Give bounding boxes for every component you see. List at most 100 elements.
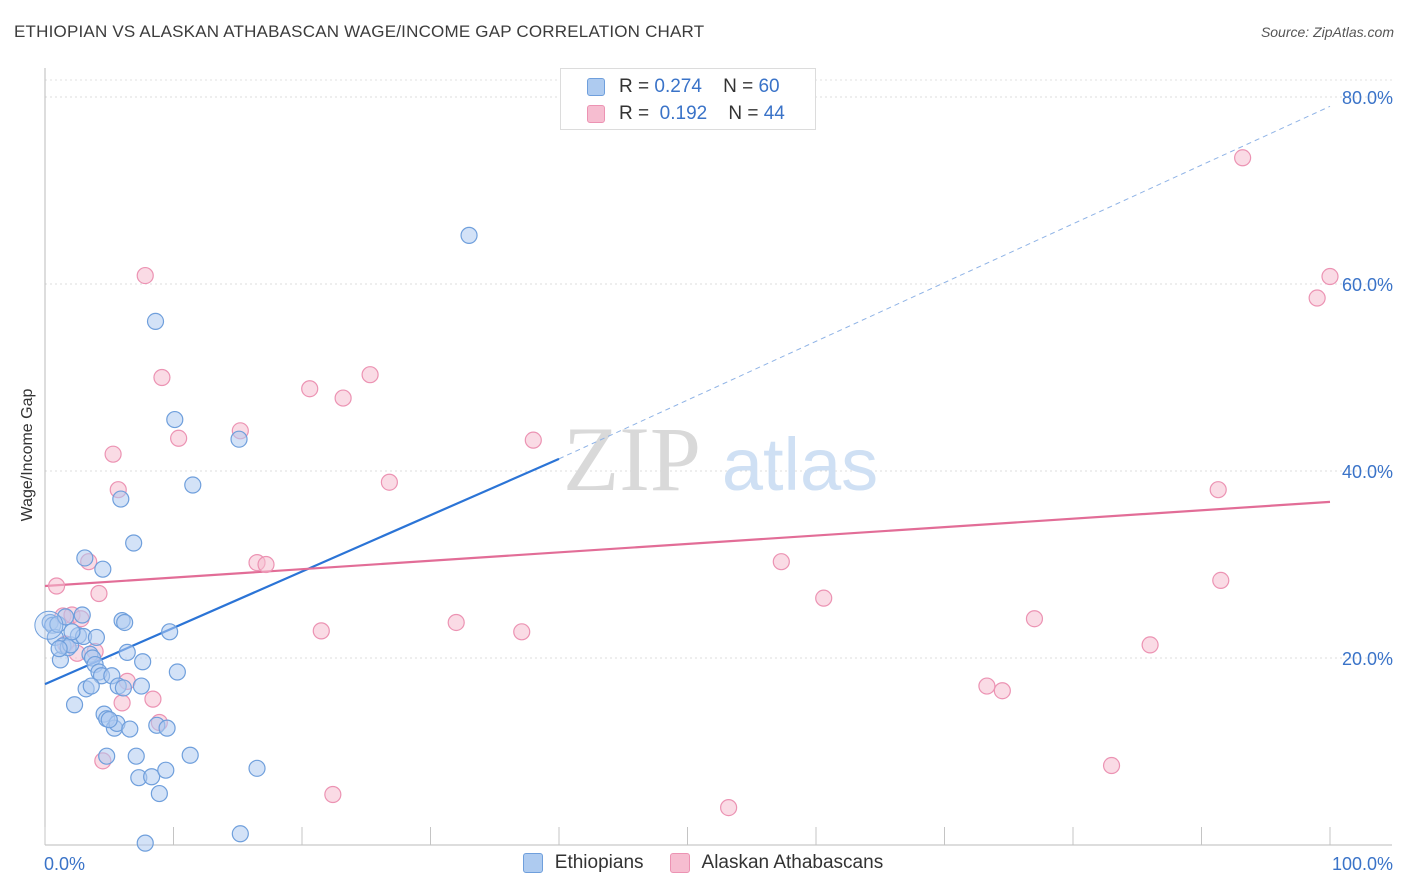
point-ethiopians [184,476,202,494]
x-tick-label: 0.0% [44,854,85,874]
legend-label-ethiopians: Ethiopians [554,852,644,873]
point-alaskan [301,380,319,398]
y-tick-label: 20.0% [1342,649,1393,669]
point-alaskan [524,431,542,449]
point-alaskan [1308,289,1326,307]
point-ethiopians [116,613,134,632]
tick-labels: 20.0% 40.0% 60.0% 80.0% 0.0% 100.0% [44,88,1393,874]
point-alaskan [1209,481,1227,499]
trend-line-ethiopians-extension [558,105,1331,460]
point-ethiopians [181,746,199,764]
alaskan-swatch [587,105,605,123]
point-alaskan [447,613,465,632]
point-ethiopians [134,653,152,671]
point-ethiopians [125,534,143,552]
point-ethiopians [118,643,136,661]
point-alaskan [1234,149,1252,167]
point-ethiopians [94,560,112,578]
point-alaskan [257,555,275,574]
point-ethiopians [98,747,116,765]
point-alaskan [361,366,379,384]
correlation-legend: R = 0.274 N = 60 R = 0.192 N = 44 [560,68,816,130]
point-ethiopians [231,825,249,843]
point-alaskan [136,266,154,285]
point-ethiopians [63,623,81,641]
point-alaskan [144,690,162,708]
point-ethiopians [112,490,130,508]
point-alaskan [312,622,330,640]
r-value-ethiopians: 0.274 [654,76,702,97]
point-alaskan [334,389,352,407]
point-alaskan [1321,267,1339,286]
point-alaskan [1102,756,1121,775]
point-alaskan [815,589,833,607]
axes [44,68,1392,846]
point-ethiopians [150,784,168,803]
point-ethiopians [87,628,106,647]
point-ethiopians [56,608,75,626]
r-value-alaskan: 0.192 [659,103,708,124]
x-tick-label: 100.0% [1332,854,1393,874]
point-ethiopians [132,677,150,695]
ethiopians-swatch [587,78,605,96]
point-alaskan [380,473,398,491]
chart-title: ETHIOPIAN VS ALASKAN ATHABASCAN WAGE/INC… [14,22,705,41]
data-points [34,149,1339,852]
n-value-ethiopians: 60 [758,76,780,97]
point-alaskan [153,368,171,387]
legend-item-alaskan: Alaskan Athabascans [669,852,884,874]
point-alaskan [720,798,738,817]
point-ethiopians [161,623,179,641]
legend-label-alaskan: Alaskan Athabascans [701,852,884,873]
n-label: N = [728,103,759,124]
source-label: Source: ZipAtlas.com [1260,24,1394,40]
point-alaskan [90,584,108,603]
point-ethiopians [230,430,248,448]
grid-lines [45,79,1392,659]
ethiopians-legend-swatch [522,853,543,873]
point-ethiopians [136,834,154,852]
watermark: ZIP atlas [563,408,878,510]
point-alaskan [772,553,790,571]
point-ethiopians [146,312,165,330]
point-alaskan [170,429,188,447]
point-alaskan [47,577,66,595]
r-label: R = [619,76,650,97]
point-ethiopians [460,226,478,244]
trend-line-alaskan [44,500,1331,588]
point-ethiopians [50,640,68,658]
point-alaskan [993,682,1011,700]
point-ethiopians [168,663,186,681]
point-ethiopians [143,768,161,786]
y-tick-label: 60.0% [1342,275,1393,295]
point-ethiopians [127,747,145,765]
point-ethiopians [76,549,94,567]
legend-item-ethiopians: Ethiopians [522,852,644,874]
r-label: R = [619,103,650,124]
point-ethiopians [114,679,132,697]
point-ethiopians [100,711,118,729]
n-value-alaskan: 44 [763,103,785,124]
point-alaskan [324,785,342,804]
point-alaskan [1141,636,1159,654]
trend-lines [44,105,1331,686]
series-legend: Ethiopians Alaskan Athabascans [0,852,1406,874]
point-ethiopians [121,720,139,738]
watermark-atlas: atlas [722,423,878,506]
point-alaskan [513,623,531,641]
point-ethiopians [73,606,91,624]
legend-row-alaskan: R = 0.192 N = 44 [587,102,785,126]
y-tick-label: 80.0% [1342,88,1393,108]
point-ethiopians [248,759,266,777]
watermark-zip: ZIP [563,408,701,510]
n-label: N = [723,76,754,97]
point-ethiopians [158,719,176,737]
point-alaskan [1212,571,1230,589]
point-alaskan [1025,610,1044,628]
alaskan-legend-swatch [669,853,690,873]
y-tick-label: 40.0% [1342,462,1393,482]
point-ethiopians-cluster [34,610,64,640]
point-alaskan [978,677,996,695]
point-ethiopians [82,677,100,695]
point-alaskan [104,445,122,463]
